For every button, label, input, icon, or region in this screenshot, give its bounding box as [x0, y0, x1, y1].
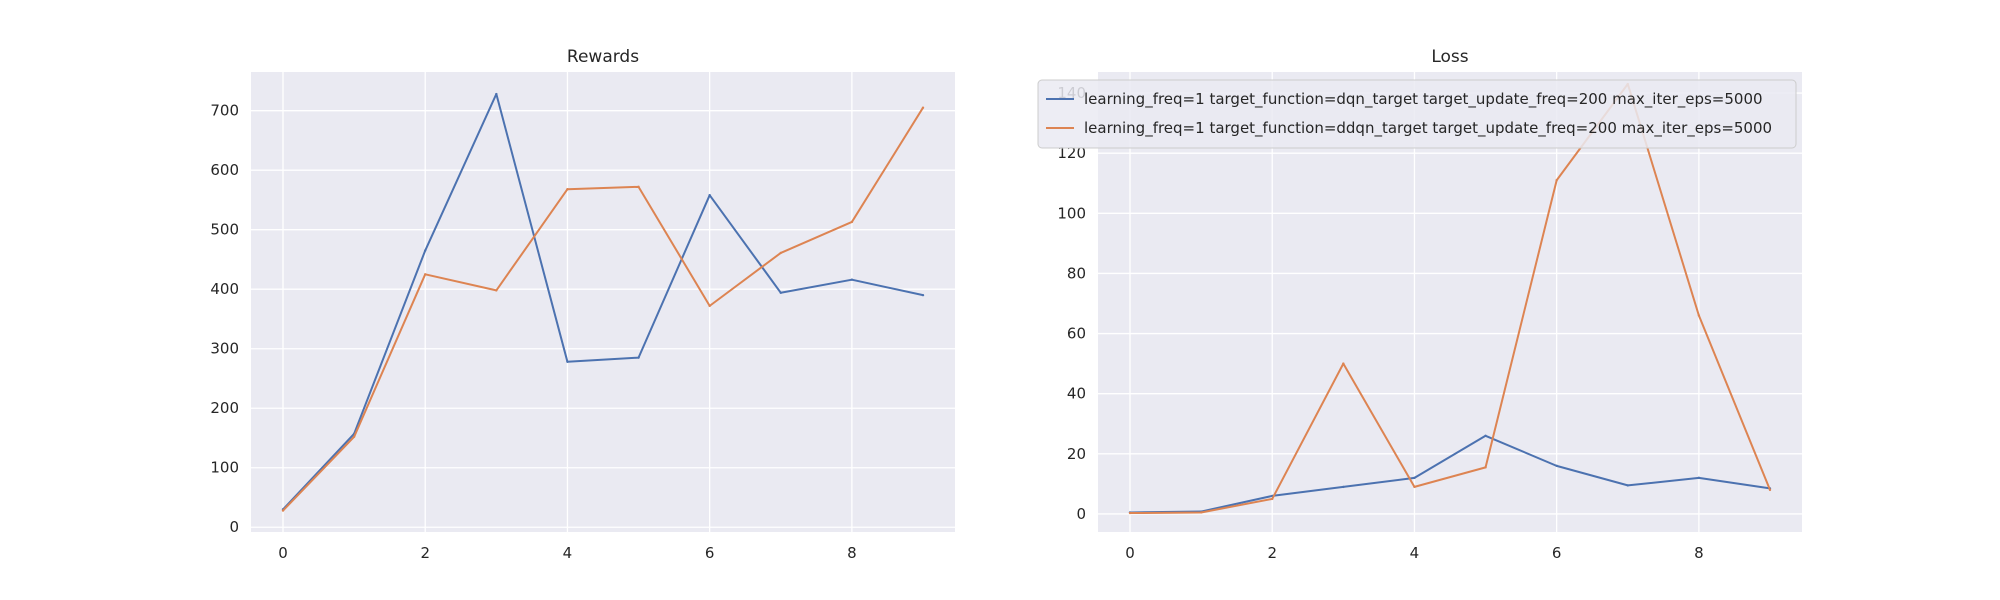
series-2-point — [850, 220, 854, 224]
series-2-point — [1342, 362, 1345, 365]
series-2-point — [921, 106, 925, 109]
y-tick-label: 400 — [210, 280, 239, 298]
series-1-point — [1342, 485, 1345, 489]
legend-entry: learning_freq=1 target_function=ddqn_tar… — [1084, 119, 1772, 138]
x-tick-label: 0 — [278, 544, 288, 562]
series-2-point — [708, 304, 711, 308]
x-tick-label: 8 — [1694, 544, 1704, 562]
chart-panel-2: 02040608010012014002468Losslearning_freq… — [1037, 47, 1802, 562]
series-1-point — [424, 249, 427, 252]
series-2-point — [1555, 179, 1558, 182]
x-tick-label: 4 — [1410, 544, 1420, 562]
legend-box — [1037, 79, 1797, 149]
y-tick-label: 0 — [229, 518, 239, 536]
series-2-point — [637, 185, 640, 189]
series-2-point — [281, 509, 285, 512]
series-line-1 — [1129, 434, 1771, 514]
plot-area — [251, 72, 955, 532]
legend: learning_freq=1 target_function=dqn_targ… — [1037, 79, 1797, 149]
x-tick-label: 0 — [1125, 544, 1135, 562]
series-2-point — [495, 289, 498, 292]
series-2-point — [1413, 485, 1416, 489]
y-tick-label: 600 — [210, 161, 239, 179]
series-1-point — [1413, 476, 1416, 480]
y-tick-label: 500 — [210, 221, 239, 239]
series-2-point — [1697, 314, 1701, 317]
y-tick-label: 120 — [1057, 144, 1086, 162]
series-1-point — [1484, 434, 1487, 437]
y-tick-label: 0 — [1076, 505, 1086, 523]
x-tick-label: 6 — [1552, 544, 1562, 562]
plot-area — [1098, 72, 1802, 532]
series-1-point — [779, 291, 782, 294]
series-1-point — [708, 193, 711, 197]
series-1-point — [637, 356, 640, 359]
x-tick-label: 2 — [1267, 544, 1277, 562]
series-1-point — [495, 92, 498, 96]
chart-title: Rewards — [567, 47, 639, 67]
series-line-1 — [282, 93, 924, 511]
series-1-point — [1626, 484, 1629, 487]
y-tick-label: 20 — [1067, 445, 1086, 463]
series-2-point — [1768, 488, 1772, 492]
series-2-point — [1484, 466, 1487, 469]
series-2-point — [1271, 497, 1274, 501]
series-line-2 — [282, 107, 924, 512]
series-1-point — [566, 360, 569, 364]
x-tick-label: 4 — [563, 544, 573, 562]
y-tick-label: 100 — [1057, 204, 1086, 222]
series-2-point — [424, 273, 427, 276]
series-2-point — [1199, 511, 1203, 514]
series-2-point — [566, 188, 569, 191]
y-tick-label: 40 — [1067, 385, 1086, 403]
series-2-point — [1128, 511, 1132, 515]
x-tick-label: 6 — [705, 544, 715, 562]
x-tick-label: 2 — [420, 544, 430, 562]
series-line-2 — [1129, 83, 1771, 515]
series-1-point — [850, 278, 854, 281]
x-tick-label: 8 — [847, 544, 857, 562]
y-tick-label: 60 — [1067, 325, 1086, 343]
series-2-point — [352, 435, 356, 438]
chart-title: Loss — [1431, 47, 1468, 67]
y-tick-label: 700 — [210, 102, 239, 120]
series-1-point — [921, 293, 925, 297]
series-2-point — [779, 251, 782, 255]
legend-entry: learning_freq=1 target_function=dqn_targ… — [1084, 90, 1763, 109]
series-1-point — [1697, 476, 1701, 480]
series-1-point — [1555, 464, 1558, 468]
chart-panel-1: 0 100 200 300 400 500 600 700 0 2 4 6 8 Rewards — [210, 47, 955, 562]
y-tick-label: 300 — [210, 340, 239, 358]
y-tick-label: 80 — [1067, 264, 1086, 282]
y-tick-label: 200 — [210, 399, 239, 417]
y-tick-label: 100 — [210, 459, 239, 477]
